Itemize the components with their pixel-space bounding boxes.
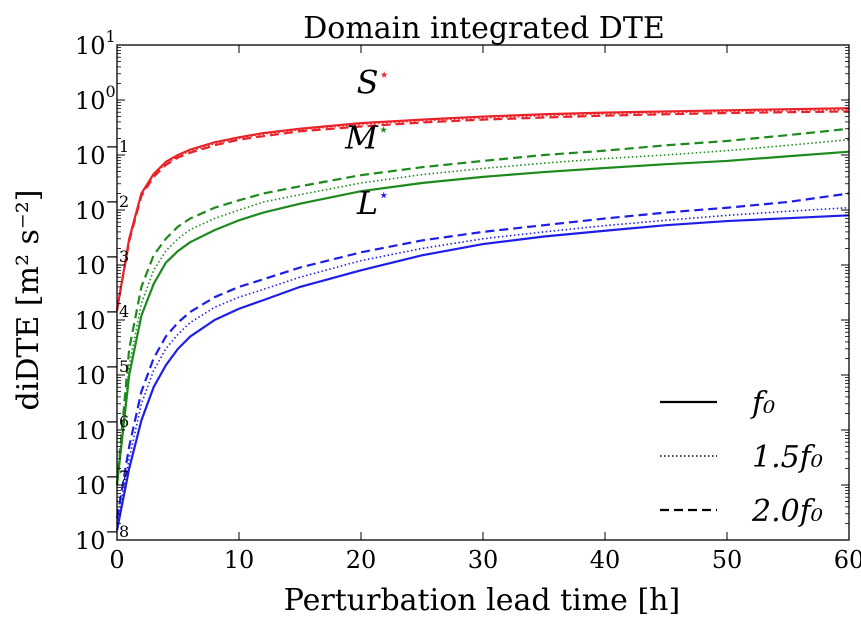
x-axis-ticks: 0 10 20 30 40 50 60 [109,45,861,574]
series-line-L-dashed [115,192,850,519]
y-tick-label: 10−4 [75,302,129,335]
plot-lines [115,107,850,531]
y-tick-label: 10−1 [75,137,129,170]
series-line-M-dotted [116,138,850,486]
x-tick-label: 50 [712,546,743,574]
y-tick-label: 10−2 [75,192,129,225]
legend-label-dashed: 2.0f₀ [751,494,823,529]
series-line-S-solid [115,107,850,311]
series-line-S-dotted [116,109,850,311]
annotation-S: S⋆ [357,64,390,102]
y-tick-label: 10−3 [75,247,129,280]
x-tick-label: 30 [468,546,499,574]
y-tick-label: 10−7 [75,467,129,500]
x-tick-label: 40 [590,546,621,574]
annotation-M: M⋆ [344,119,389,157]
x-tick-label: 0 [109,546,124,574]
series-line-M-dashed [115,127,850,486]
y-tick-label: 10−6 [75,412,129,445]
y-axis-label: diDTE [m² s⁻²] [11,190,46,411]
y-tick-label: 100 [75,82,116,115]
series-line-M-solid [115,150,850,486]
chart-title: Domain integrated DTE [303,11,665,46]
x-tick-label: 60 [834,546,861,574]
annotation-L: L⋆ [356,184,390,222]
legend: f₀ 1.5f₀ 2.0f₀ [660,386,823,529]
series-line-L-solid [115,214,850,531]
x-tick-label: 10 [224,546,255,574]
legend-label-solid: f₀ [750,386,775,421]
series-line-L-dotted [116,206,850,524]
legend-label-dotted: 1.5f₀ [752,440,823,475]
y-tick-label: 101 [75,27,116,60]
series-line-S-dashed [115,110,850,311]
series-annotations: S⋆ M⋆ L⋆ [344,64,390,222]
x-tick-label: 20 [346,546,377,574]
y-tick-label: 10−5 [75,357,129,390]
x-axis-label: Perturbation lead time [h] [284,583,680,618]
